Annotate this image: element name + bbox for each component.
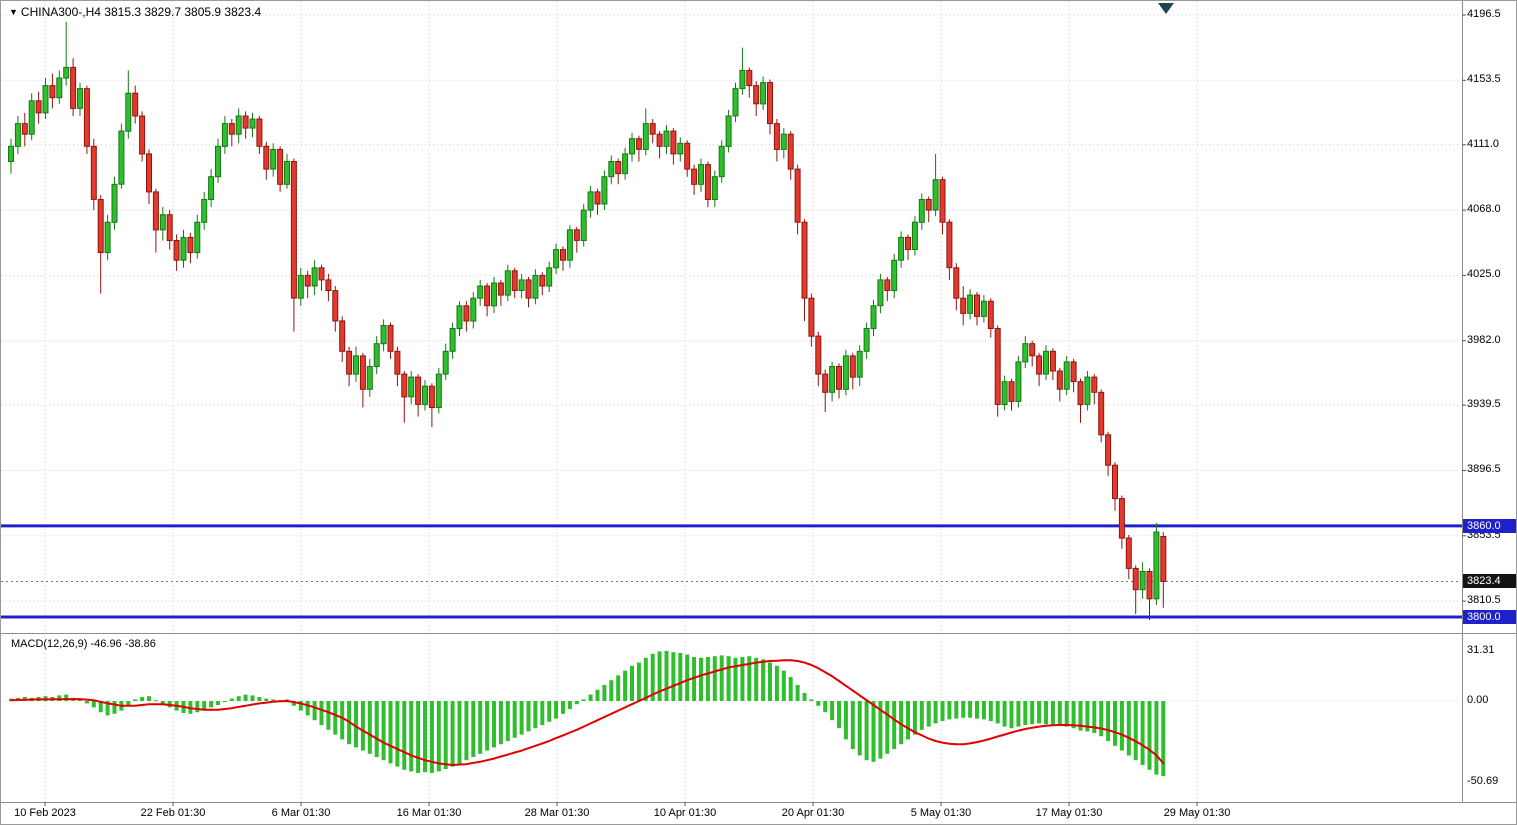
time-axis-label: 16 Mar 01:30 [396, 807, 462, 819]
price-tag-3860.0: 3860.0 [1463, 518, 1516, 533]
price-axis-label: 4111.0 [1467, 137, 1500, 150]
panel-separators [1, 1, 1516, 806]
price-axis-label: 4025.0 [1467, 268, 1501, 281]
symbol-period-label: CHINA300-,H4 [20, 5, 101, 19]
price-axis-label: 3939.5 [1467, 398, 1501, 411]
price-tag-3823.4: 3823.4 [1463, 574, 1516, 589]
price-axis-label: 3810.5 [1467, 594, 1501, 607]
time-axis-label: 28 Mar 01:30 [524, 807, 590, 819]
macd-axis-label: -50.69 [1467, 775, 1499, 788]
macd-indicator-label: MACD(12,26,9) -46.96 -38.86 [11, 638, 156, 650]
chart-title: ▼ CHINA300-,H4 3815.3 3829.7 3805.9 3823.… [9, 5, 261, 19]
level-lines[interactable] [1, 524, 1462, 619]
time-axis-label: 5 May 01:30 [910, 807, 972, 819]
time-axis-label: 10 Apr 01:30 [653, 807, 717, 819]
time-axis-label: 17 May 01:30 [1035, 807, 1103, 819]
time-axis-label: 22 Feb 01:30 [140, 807, 206, 819]
price-axis-label: 3982.0 [1467, 333, 1501, 346]
ohlc-values: 3815.3 3829.7 3805.9 3823.4 [104, 5, 262, 19]
time-axis-label: 10 Feb 2023 [14, 807, 76, 819]
macd-name: MACD(12,26,9) [11, 638, 88, 650]
macd-histogram [9, 650, 1166, 777]
grid-layer [1, 1, 1461, 802]
macd-axis-label: 0.00 [1467, 694, 1489, 706]
price-axis-label: 4196.5 [1467, 8, 1501, 20]
price-tag-3800.0: 3800.0 [1463, 610, 1516, 624]
macd-values: -46.96 -38.86 [90, 638, 156, 650]
time-axis-label: 29 May 01:30 [1163, 807, 1231, 819]
chart-shift-marker[interactable] [1158, 3, 1174, 14]
time-axis-label: 20 Apr 01:30 [781, 807, 845, 819]
price-axis-label: 4153.5 [1467, 73, 1501, 86]
time-axis-label: 6 Mar 01:30 [271, 807, 331, 819]
price-axis-label: 4068.0 [1467, 203, 1501, 216]
symbol-dropdown-icon[interactable]: ▼ [9, 7, 18, 17]
macd-signal-line [10, 659, 1165, 766]
price-axis-label: 3896.5 [1467, 463, 1501, 476]
candles-layer [8, 21, 1167, 620]
macd-axis-label: 31.31 [1467, 643, 1495, 656]
